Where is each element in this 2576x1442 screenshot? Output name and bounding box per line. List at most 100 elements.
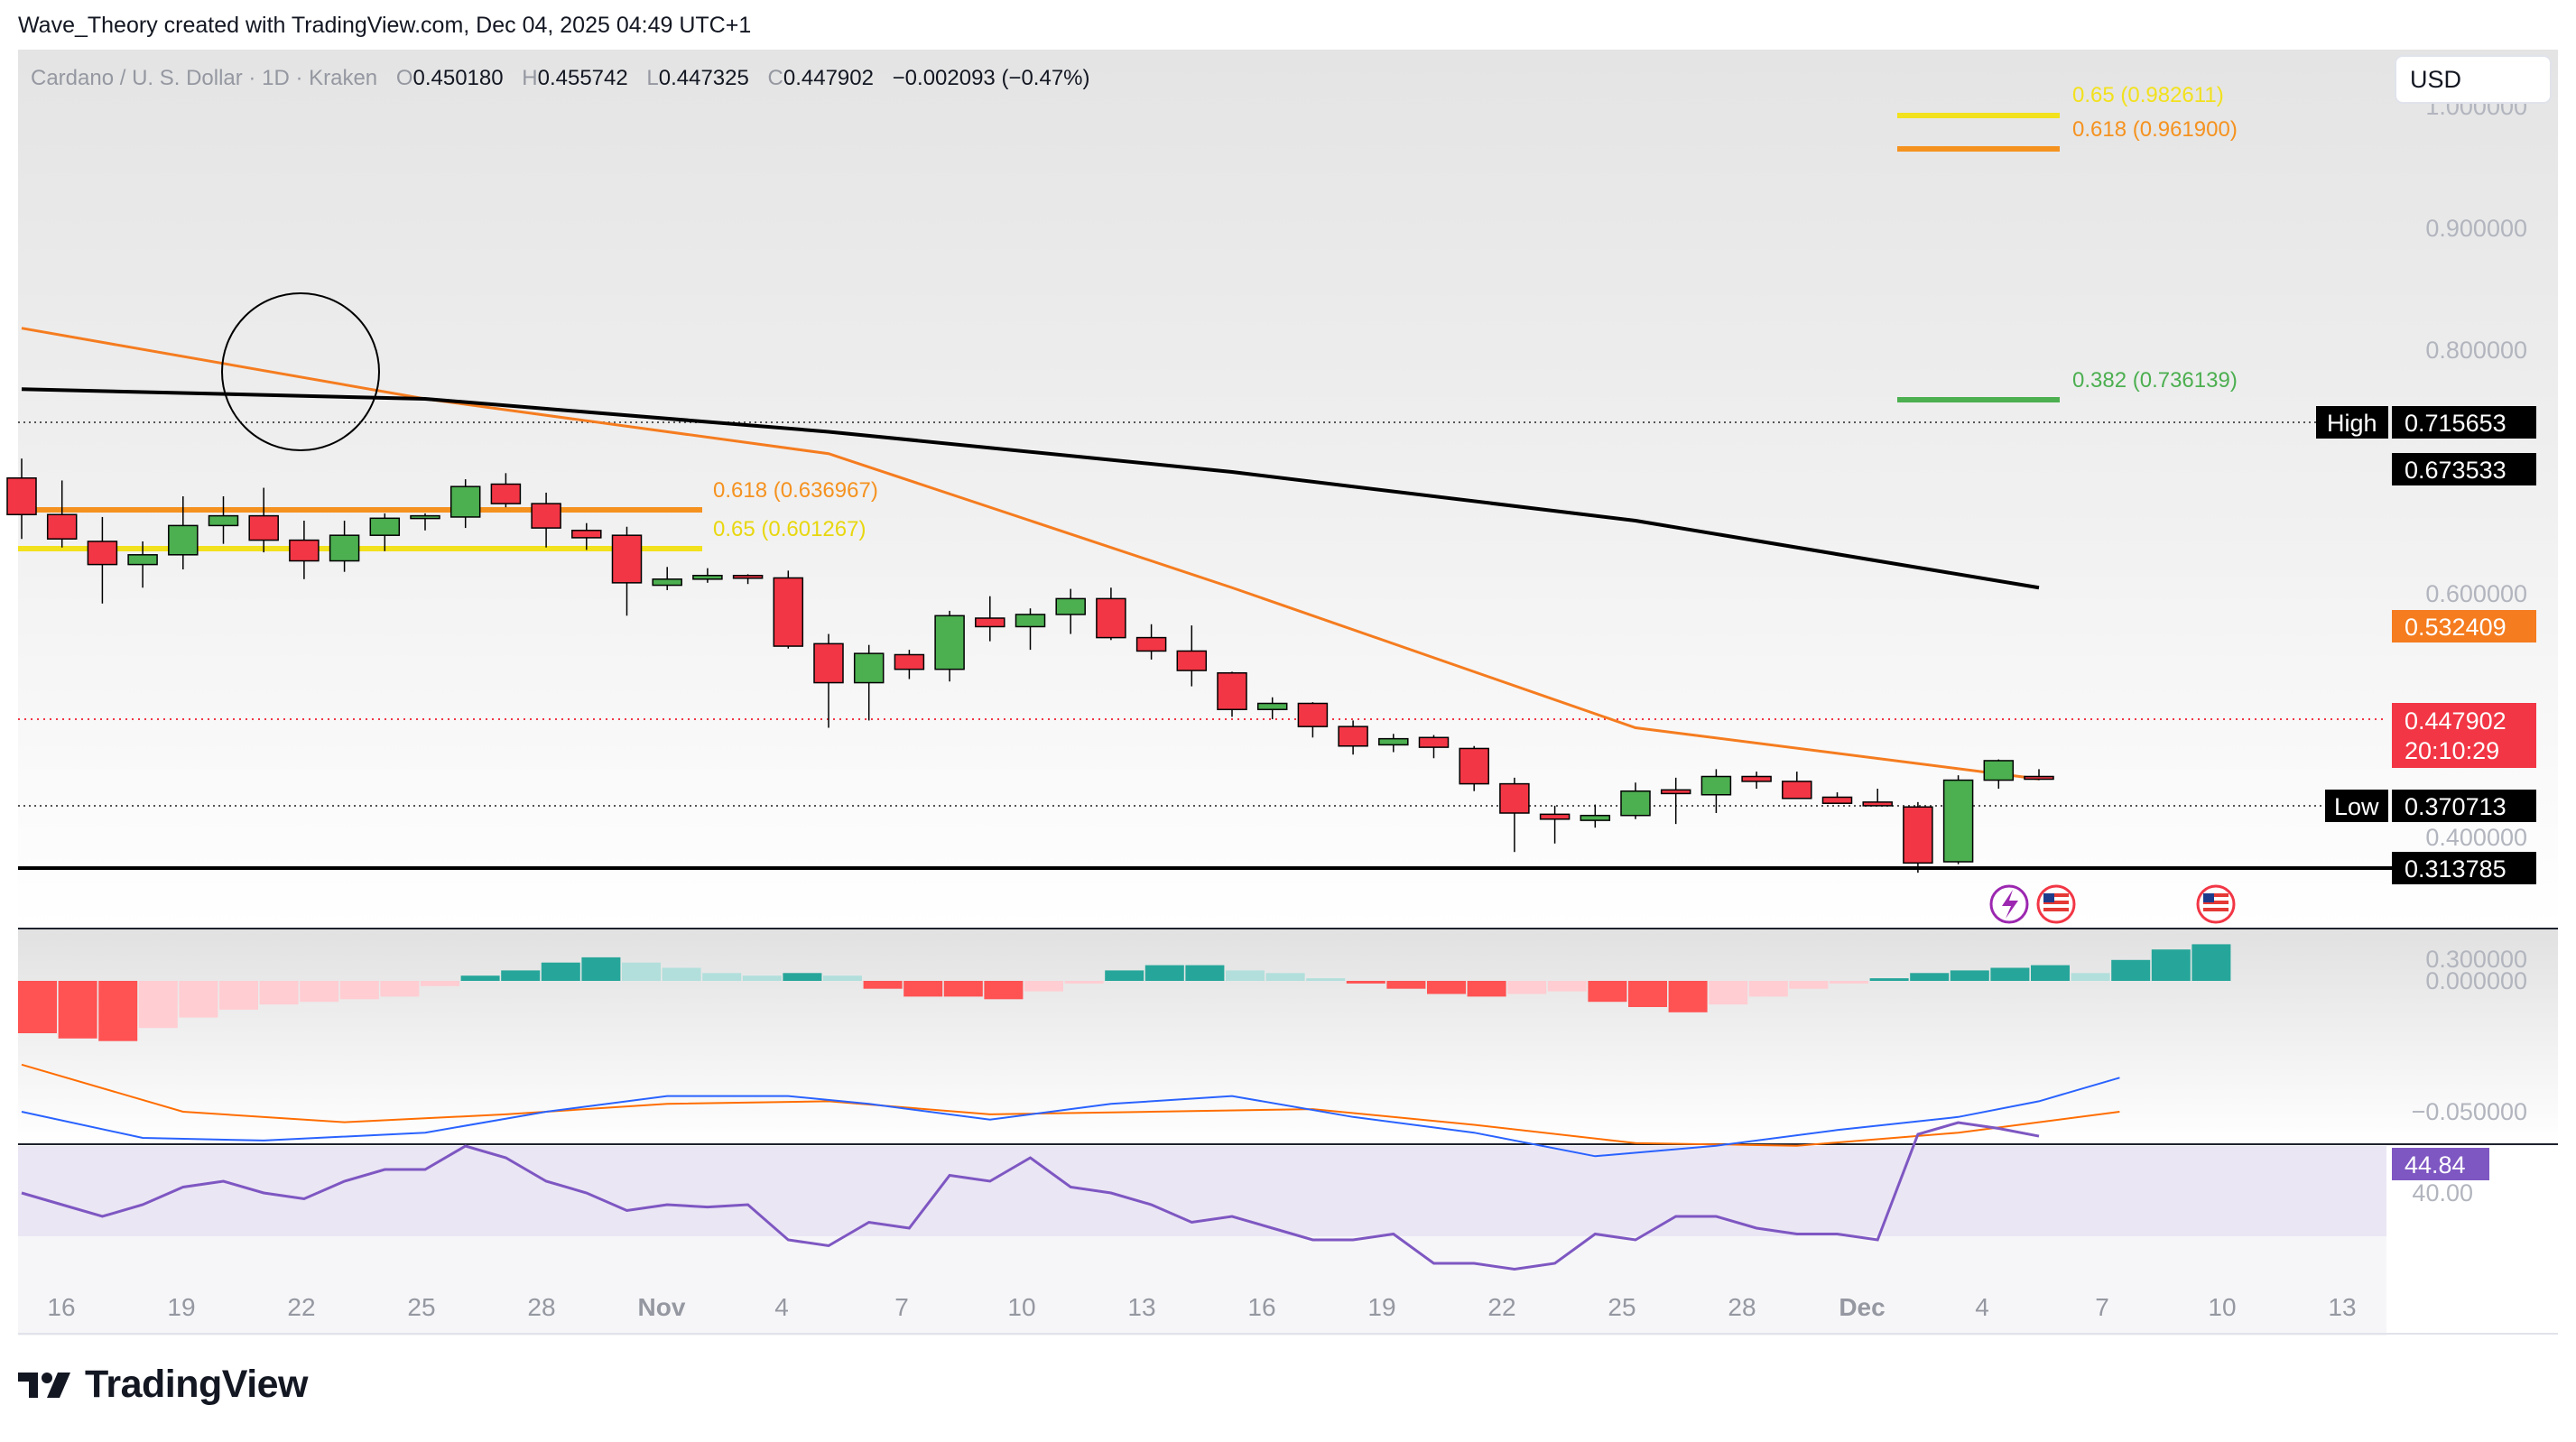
- candle-body: [692, 575, 723, 580]
- macd-histogram-bar: [1306, 978, 1346, 981]
- candle: [1782, 772, 1812, 800]
- price-tick-label: 0.400000: [2425, 824, 2527, 851]
- macd-histogram-bar: [1467, 981, 1506, 997]
- macd-histogram-bar: [98, 981, 138, 1041]
- candle-body: [1459, 747, 1489, 785]
- candle-body: [1660, 789, 1691, 795]
- rsi-line: [21, 1121, 2040, 1271]
- macd-histogram-bar: [259, 981, 299, 1005]
- rsi-band: [18, 1146, 2386, 1236]
- candle: [1741, 772, 1772, 789]
- candle-body: [1942, 779, 1974, 863]
- date-tick-label: 16: [1247, 1293, 1275, 1321]
- candle-body: [813, 642, 844, 684]
- candle: [1256, 697, 1288, 720]
- macd-histogram-bar: [1185, 965, 1225, 981]
- fib-0618-upper-label: 0.618 (0.961900): [2072, 117, 2238, 142]
- ohlc-legend: Cardano / U. S. Dollar · 1D · Kraken O0.…: [31, 66, 1090, 90]
- candle: [1499, 777, 1530, 853]
- price-tick-label: 0.600000: [2425, 580, 2527, 607]
- candle: [1660, 777, 1691, 825]
- candle-body: [410, 514, 440, 520]
- candle-body: [1176, 650, 1208, 671]
- fib-065-upper-label: 0.65 (0.982611): [2072, 83, 2224, 107]
- macd-histogram-bar: [1668, 981, 1708, 1012]
- macd-tick-label: 0.000000: [2425, 967, 2527, 994]
- svg-text:0.370713: 0.370713: [2405, 793, 2507, 820]
- candle-body: [894, 653, 925, 670]
- currency-button[interactable]: USD: [2395, 55, 2552, 104]
- candle: [208, 496, 239, 544]
- candle-body: [1297, 702, 1329, 727]
- macd-line: [21, 1077, 2120, 1158]
- candle-body: [1862, 801, 1893, 807]
- macd-histogram-bar: [1990, 967, 2030, 981]
- candle: [1096, 587, 1126, 641]
- high-value: 0.455742: [538, 66, 628, 90]
- candle: [652, 567, 682, 590]
- macd-tick-label: −0.050000: [2412, 1098, 2527, 1125]
- svg-text:44.84: 44.84: [2405, 1151, 2466, 1179]
- macd-histogram-bar: [18, 981, 57, 1033]
- event-icon-us-flag[interactable]: [2036, 884, 2076, 924]
- date-tick-label: Nov: [638, 1293, 686, 1321]
- macd-histogram-bar: [742, 975, 782, 981]
- macd-histogram-bar: [1628, 981, 1667, 1007]
- candle-body: [1055, 597, 1086, 615]
- symbol-name: Cardano / U. S. Dollar · 1D · Kraken: [31, 66, 377, 90]
- date-tick-label: 25: [407, 1293, 435, 1321]
- candle-body: [168, 524, 199, 556]
- svg-text:20:10:29: 20:10:29: [2405, 737, 2499, 764]
- open-value: 0.450180: [412, 66, 503, 90]
- candle: [611, 526, 643, 616]
- macd-histogram-bar: [300, 981, 339, 1003]
- price-tick-label: 0.300000: [2425, 946, 2527, 973]
- candle: [1821, 792, 1853, 804]
- svg-text:0.673533: 0.673533: [2405, 457, 2507, 484]
- low-badge: Low 0.370713: [2325, 790, 2536, 822]
- macd-histogram-bar: [421, 981, 459, 986]
- chart-attribution: Wave_Theory created with TradingView.com…: [18, 13, 752, 38]
- macd-histogram-bar: [2191, 944, 2231, 981]
- candle-body: [1539, 813, 1571, 820]
- macd-histogram-bar: [662, 967, 701, 981]
- candle-body: [531, 503, 561, 529]
- tradingview-logo[interactable]: TradingView: [18, 1363, 309, 1407]
- candle: [732, 574, 764, 585]
- candle: [1539, 805, 1571, 844]
- candle-body: [1782, 781, 1812, 800]
- macd-histogram-bar: [2151, 949, 2191, 981]
- candle: [127, 541, 158, 588]
- date-tick-label: 7: [894, 1293, 909, 1321]
- candle-body: [329, 534, 360, 562]
- macd-histogram-bar: [1346, 981, 1385, 984]
- rsi-axis: 40.00: [2412, 1179, 2473, 1206]
- svg-text:High: High: [2327, 410, 2377, 437]
- date-tick-label: 25: [1608, 1293, 1635, 1321]
- macd-histogram-bar: [179, 981, 218, 1018]
- macd-histogram-bar: [1748, 981, 1788, 997]
- macd-histogram-bar: [460, 975, 500, 981]
- candle-body: [289, 539, 320, 562]
- svg-text:Low: Low: [2334, 793, 2379, 820]
- date-tick-label: 7: [2095, 1293, 2109, 1321]
- macd-histogram-bar: [501, 970, 541, 981]
- support-badge: 0.313785: [2392, 852, 2536, 884]
- macd-histogram-bar: [1144, 965, 1184, 981]
- macd-histogram-bar: [1265, 973, 1305, 981]
- event-icon-bolt[interactable]: [1989, 884, 2029, 924]
- macd-histogram-bar: [2111, 959, 2151, 981]
- candle: [1378, 734, 1409, 753]
- macd-histogram-bar: [1869, 978, 1909, 981]
- candle: [1459, 745, 1489, 791]
- date-axis: 16 19 22 25 28 Nov 4 7 10 13 16 19 22 25 28 Dec 4 7 10 13: [47, 1293, 2356, 1321]
- price-tick-label: 0.800000: [2425, 337, 2527, 364]
- macd-histogram-bar: [1427, 981, 1466, 994]
- candle-body: [1256, 702, 1288, 710]
- change-value: −0.002093 (−0.47%): [893, 66, 1090, 90]
- candle: [1942, 775, 1974, 864]
- event-icon-us-flag-2[interactable]: [2196, 884, 2236, 924]
- date-tick-label: 10: [1007, 1293, 1035, 1321]
- candle-body: [1135, 636, 1167, 652]
